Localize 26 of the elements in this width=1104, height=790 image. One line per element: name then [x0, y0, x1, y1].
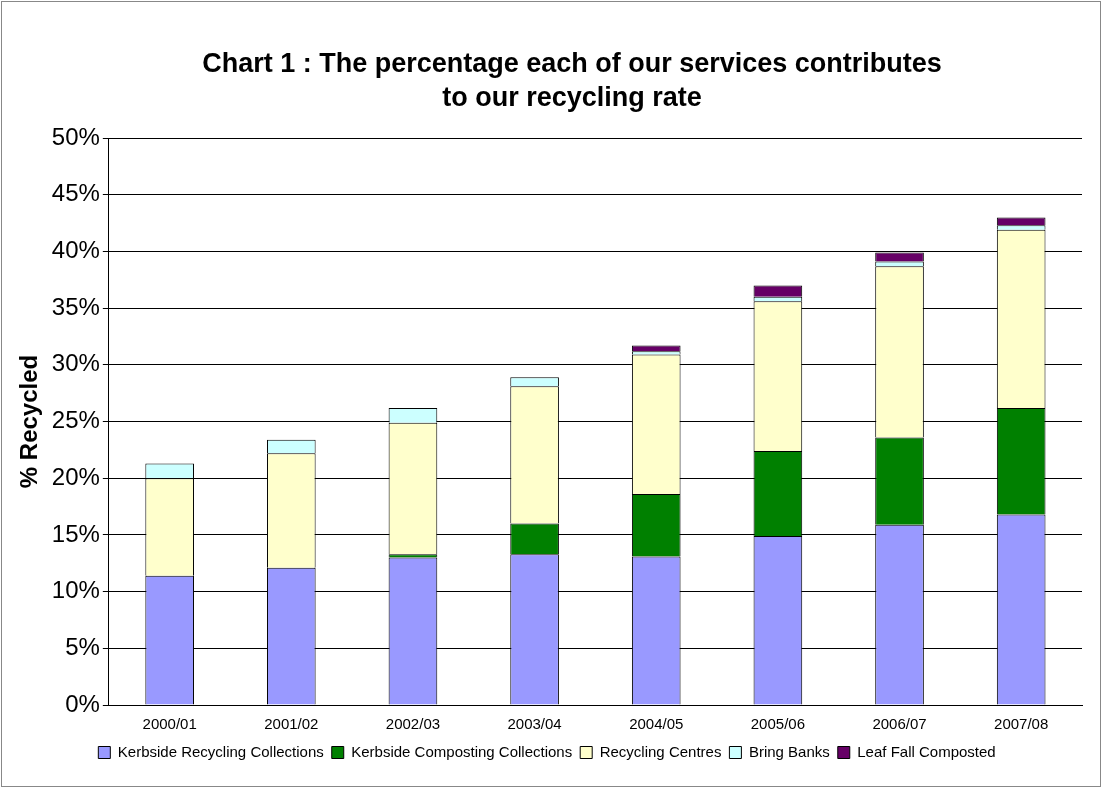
chart-title: Chart 1 : The percentage each of our services contributes to our recycling rate [201, 47, 943, 114]
x-tick-label: 2001/02 [264, 715, 319, 733]
y-tick-label: 30% [51, 349, 100, 377]
y-tick-label: 35% [51, 292, 100, 320]
x-tick-label: 2006/07 [872, 715, 927, 733]
y-tick-label: 40% [51, 236, 100, 264]
y-tick-label: 50% [51, 122, 100, 150]
y-axis-title: % Recycled [15, 354, 43, 489]
legend-label: Kerbside Recycling Collections [117, 742, 324, 760]
legend-label: Bring Banks [748, 742, 830, 760]
y-tick-label: 45% [51, 179, 100, 207]
y-tick-label: 10% [51, 576, 100, 604]
y-tick-label: 5% [65, 632, 100, 660]
y-tick-label: 25% [51, 406, 100, 434]
x-tick-label: 2003/04 [507, 715, 562, 733]
x-tick-label: 2004/05 [629, 715, 684, 733]
x-tick-label: 2002/03 [385, 715, 441, 733]
y-tick-label: 15% [51, 519, 100, 547]
legend-label: Kerbside Composting Collections [351, 742, 573, 760]
legend-label: Recycling Centres [599, 742, 722, 760]
y-tick-label: 20% [51, 462, 100, 490]
y-tick-label: 0% [65, 689, 100, 717]
x-tick-label: 2000/01 [142, 715, 197, 733]
legend-label: Leaf Fall Composted [857, 742, 996, 760]
x-tick-label: 2005/06 [750, 715, 805, 733]
x-tick-label: 2007/08 [994, 715, 1049, 733]
